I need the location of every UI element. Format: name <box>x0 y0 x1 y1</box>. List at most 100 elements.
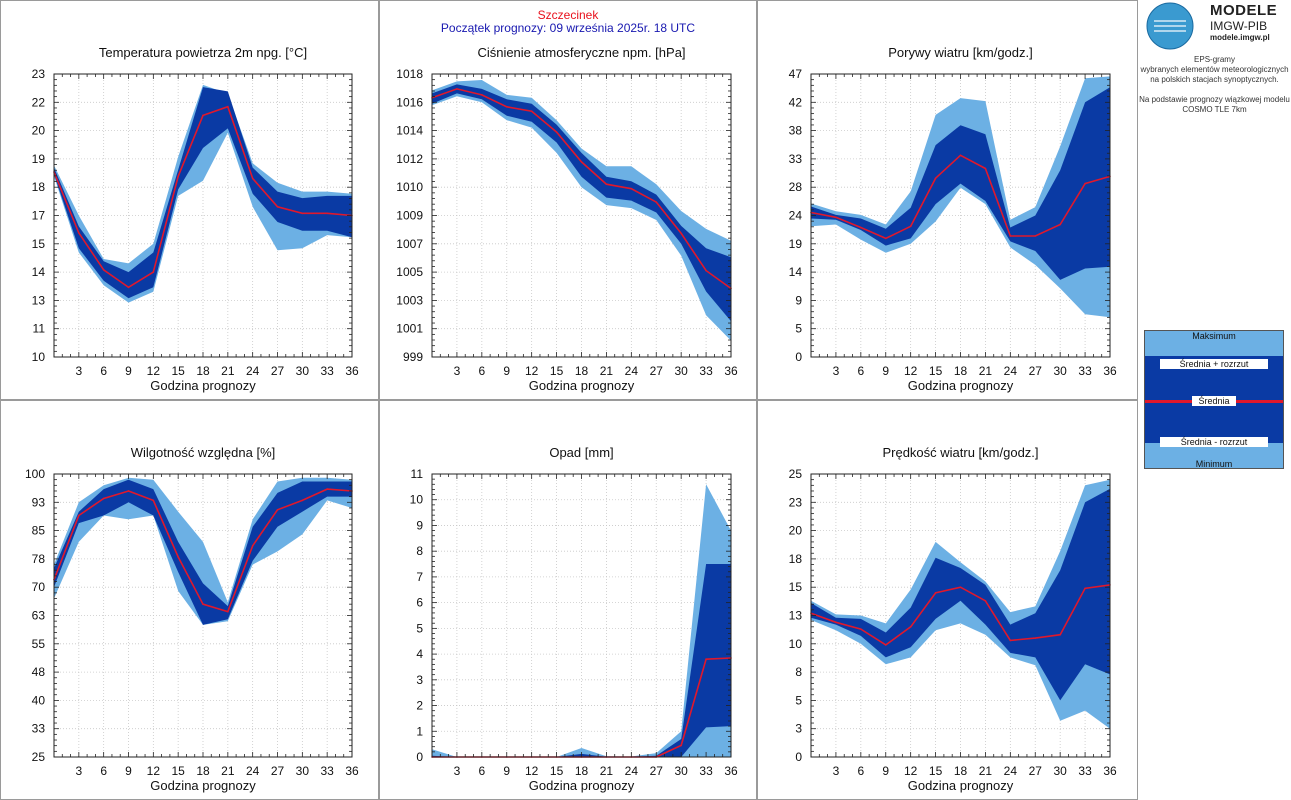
x-tick-label: 18 <box>575 364 589 378</box>
legend-mean-plus-label: Średnia + rozrzut <box>1160 359 1268 369</box>
chart-panel-2: 999 1001 1003 1005 1007 1009 1010 1012 1014 1016 1… <box>396 45 738 393</box>
mean-point <box>680 744 682 747</box>
mean-point <box>934 592 937 594</box>
x-tick-label: 6 <box>100 764 107 778</box>
y-tick-label: 1007 <box>396 237 423 251</box>
info-line-3: na polskich stacjach synoptycznych. <box>1150 75 1279 84</box>
mean-point <box>276 205 279 208</box>
mean-point <box>680 232 682 235</box>
x-tick-label: 30 <box>296 364 310 378</box>
x-tick-label: 27 <box>650 364 664 378</box>
x-tick-label: 15 <box>171 364 185 378</box>
mean-point <box>705 658 707 661</box>
mean-point <box>1084 182 1086 185</box>
y-tick-label: 14 <box>789 265 803 279</box>
band-spread <box>811 87 1110 280</box>
x-tick-label: 24 <box>1004 364 1018 378</box>
x-tick-label: 27 <box>271 764 285 778</box>
imgw-logo[interactable]: MODELE IMGW-PIB modele.imgw.pl <box>1146 2 1286 50</box>
x-tick-label: 18 <box>196 364 210 378</box>
x-tick-label: 15 <box>929 764 943 778</box>
mean-point <box>78 232 80 234</box>
info-line-4: Na podstawie prognozy wiązkowej modelu <box>1139 95 1290 104</box>
band-min-max <box>811 76 1110 318</box>
x-tick-label: 24 <box>625 764 639 778</box>
legend-band-outer-top <box>1145 331 1283 356</box>
mean-point <box>152 499 155 502</box>
x-tick-label: 9 <box>503 764 510 778</box>
y-tick-label: 14 <box>32 265 46 279</box>
x-axis-label: Godzina prognozy <box>908 378 1014 393</box>
x-tick-label: 30 <box>1053 364 1067 378</box>
y-tick-label: 22 <box>32 95 46 109</box>
y-tick-label: 15 <box>789 580 803 594</box>
x-tick-label: 3 <box>454 364 461 378</box>
y-tick-label: 1009 <box>396 209 423 223</box>
mean-point <box>301 212 304 215</box>
y-tick-label: 33 <box>32 722 46 736</box>
y-tick-label: 1005 <box>396 265 423 279</box>
y-tick-label: 999 <box>403 350 423 364</box>
x-tick-label: 12 <box>904 764 918 778</box>
mean-point <box>1034 637 1037 639</box>
x-tick-label: 12 <box>904 364 918 378</box>
x-tick-label: 18 <box>575 764 589 778</box>
mean-point <box>1009 639 1012 642</box>
y-tick-label: 15 <box>32 237 46 251</box>
y-tick-label: 9 <box>416 518 423 532</box>
y-tick-label: 70 <box>32 580 46 594</box>
mean-point <box>884 644 887 646</box>
x-axis-label: Godzina prognozy <box>529 378 635 393</box>
y-tick-label: 13 <box>789 609 803 623</box>
y-tick-label: 1014 <box>396 124 423 138</box>
y-tick-label: 3 <box>795 722 802 736</box>
y-tick-label: 0 <box>795 350 802 364</box>
x-tick-label: 15 <box>550 764 564 778</box>
mean-point <box>276 509 279 511</box>
info-line-1: EPS-gramy <box>1194 55 1235 64</box>
y-tick-label: 7 <box>416 570 423 584</box>
band-min-max <box>432 80 731 341</box>
x-axis-label: Godzina prognozy <box>529 778 635 793</box>
y-tick-label: 19 <box>32 152 46 166</box>
mean-point <box>152 271 155 273</box>
mean-point <box>909 626 912 628</box>
imgw-logo-icon <box>1146 2 1194 50</box>
x-tick-label: 9 <box>882 364 889 378</box>
panel-frame <box>757 0 1138 400</box>
x-tick-label: 3 <box>454 764 461 778</box>
band-spread <box>54 87 352 299</box>
mean-point <box>1059 633 1061 636</box>
y-tick-label: 1012 <box>396 152 423 166</box>
mean-point <box>505 105 508 108</box>
logo-subtitle: IMGW-PIB <box>1210 19 1268 33</box>
legend-box: Maksimum Średnia + rozrzut Średnia Średn… <box>1144 330 1284 469</box>
y-tick-label: 4 <box>416 647 423 661</box>
x-axis-label: Godzina prognozy <box>908 778 1014 793</box>
x-tick-label: 24 <box>1004 764 1018 778</box>
mean-point <box>580 161 583 163</box>
y-tick-label: 19 <box>789 237 803 251</box>
y-tick-label: 13 <box>32 293 46 307</box>
y-tick-label: 11 <box>33 322 46 336</box>
chart-title: Ciśnienie atmosferyczne npm. [hPa] <box>477 45 685 60</box>
x-tick-label: 36 <box>1103 364 1117 378</box>
mean-point <box>1084 587 1086 590</box>
x-tick-label: 24 <box>625 364 639 378</box>
mean-point <box>127 286 130 289</box>
legend-band-outer-bottom <box>1145 443 1283 468</box>
y-tick-label: 6 <box>416 596 423 610</box>
y-tick-label: 55 <box>32 637 46 651</box>
legend-mean-label: Średnia <box>1192 396 1236 406</box>
mean-point <box>251 544 254 547</box>
y-tick-label: 25 <box>32 750 46 764</box>
y-tick-label: 1001 <box>396 322 423 336</box>
x-tick-label: 12 <box>147 364 161 378</box>
y-tick-label: 33 <box>789 152 803 166</box>
mean-point <box>301 499 304 502</box>
x-tick-label: 21 <box>221 764 235 778</box>
y-tick-label: 11 <box>411 467 424 481</box>
y-tick-label: 1010 <box>396 180 423 194</box>
mean-point <box>177 175 179 178</box>
